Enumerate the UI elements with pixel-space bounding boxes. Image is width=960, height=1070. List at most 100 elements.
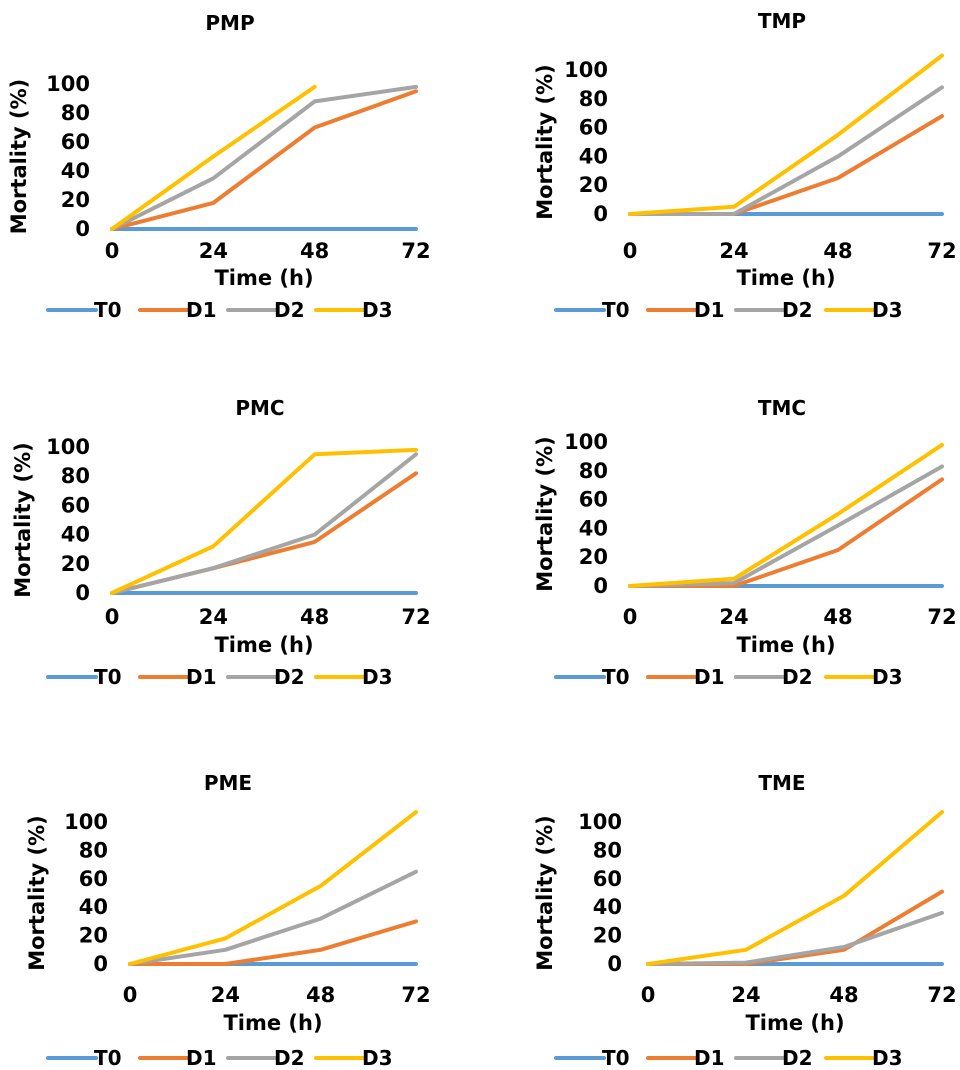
y-tick-label: 100	[564, 58, 608, 82]
y-tick-label: 40	[61, 159, 90, 183]
legend-label-t0: T0	[602, 665, 630, 689]
y-tick-label: 40	[593, 895, 622, 919]
legend-label-d1: D1	[186, 1046, 217, 1070]
y-tick-label: 0	[75, 217, 90, 241]
legend-label-d2: D2	[274, 665, 305, 689]
series-line-d3	[110, 84, 317, 231]
legend-label-d3: D3	[362, 298, 393, 322]
x-axis-label: Time (h)	[223, 1011, 322, 1035]
x-axis-label: Time (h)	[745, 1011, 844, 1035]
y-tick-label: 80	[79, 838, 108, 862]
legend-label-d3: D3	[362, 1046, 393, 1070]
y-tick-label: 40	[579, 144, 608, 168]
series-line-d2	[646, 910, 944, 966]
y-axis-label: Mortality (%)	[533, 436, 557, 592]
y-tick-label: 100	[564, 430, 608, 454]
y-tick-label: 80	[579, 459, 608, 483]
y-tick-label: 40	[79, 895, 108, 919]
y-tick-label: 60	[61, 493, 90, 517]
legend-label-d3: D3	[872, 665, 903, 689]
legend-label-d3: D3	[872, 298, 903, 322]
x-tick-label: 24	[731, 983, 760, 1007]
chart-panel-tmc: TMC 0 20 40 60 80 100 0 24 48 72 Time (h) Mortality …	[533, 396, 957, 689]
series-line-d2	[110, 84, 418, 231]
series-line-d1	[110, 89, 418, 231]
x-axis-label: Time (h)	[736, 266, 835, 290]
series-line-d3	[110, 447, 418, 595]
x-tick-label: 0	[105, 239, 120, 263]
y-tick-label: 60	[61, 130, 90, 154]
x-tick-label: 24	[199, 239, 228, 263]
y-tick-label: 60	[79, 867, 108, 891]
series-line-d3	[128, 810, 418, 966]
x-tick-label: 72	[927, 239, 956, 263]
y-axis-label: Mortality (%)	[25, 815, 49, 971]
legend-label-d3: D3	[872, 1046, 903, 1070]
legend-label-d2: D2	[274, 298, 305, 322]
chart-title: TME	[758, 771, 805, 795]
x-tick-label: 48	[829, 983, 858, 1007]
y-axis-label: Mortality (%)	[7, 79, 31, 235]
x-tick-label: 72	[927, 983, 956, 1007]
series-line-d2	[628, 464, 944, 588]
legend-label-t0: T0	[94, 1046, 122, 1070]
x-tick-label: 0	[623, 605, 638, 629]
y-tick-label: 0	[593, 202, 608, 226]
legend-label-d2: D2	[274, 1046, 305, 1070]
y-tick-label: 40	[61, 523, 90, 547]
legend-label-d1: D1	[694, 665, 725, 689]
y-tick-label: 0	[593, 574, 608, 598]
legend-label-d2: D2	[782, 298, 813, 322]
y-tick-label: 0	[607, 952, 622, 976]
series-line-d3	[628, 53, 944, 216]
y-tick-label: 20	[79, 924, 108, 948]
chart-title: TMP	[758, 9, 806, 33]
y-tick-label: 80	[61, 464, 90, 488]
y-tick-label: 20	[61, 552, 90, 576]
y-tick-label: 20	[61, 188, 90, 212]
x-axis-label: Time (h)	[736, 633, 835, 657]
y-tick-label: 100	[578, 810, 622, 834]
y-axis-label: Mortality (%)	[533, 815, 557, 971]
x-tick-label: 72	[927, 605, 956, 629]
x-axis-label: Time (h)	[214, 633, 313, 657]
chart-title: PME	[204, 771, 252, 795]
y-tick-label: 80	[579, 87, 608, 111]
x-tick-label: 24	[719, 605, 748, 629]
chart-panel-pmc: PMC 0 20 40 60 80 100 0 24 48 72 Time (h) Mortality …	[11, 396, 431, 689]
x-axis-label: Time (h)	[214, 266, 313, 290]
series-line-d1	[628, 114, 944, 216]
series-line-d1	[128, 919, 418, 966]
chart-title: PMC	[235, 396, 284, 420]
y-tick-label: 80	[593, 838, 622, 862]
y-tick-label: 60	[579, 116, 608, 140]
series-line-d2	[110, 452, 418, 595]
legend-label-d1: D1	[694, 1046, 725, 1070]
x-tick-label: 0	[623, 239, 638, 263]
x-tick-label: 72	[401, 605, 430, 629]
y-tick-label: 20	[579, 173, 608, 197]
y-tick-label: 100	[46, 435, 90, 459]
series-line-d2	[628, 85, 944, 216]
x-tick-label: 0	[641, 983, 656, 1007]
x-tick-label: 48	[306, 983, 335, 1007]
x-tick-label: 24	[199, 605, 228, 629]
x-tick-label: 72	[401, 983, 430, 1007]
y-tick-label: 0	[93, 952, 108, 976]
chart-panel-tme: TME 0 20 40 60 80 100 0 24 48 72 Time (h) Mortality …	[533, 771, 957, 1070]
legend-label-d2: D2	[782, 665, 813, 689]
legend-label-d1: D1	[186, 665, 217, 689]
y-axis-label: Mortality (%)	[533, 64, 557, 220]
x-tick-label: 72	[401, 239, 430, 263]
chart-panel-pme: PME 0 20 40 60 80 100 0 24 48 72 Time (h) Mortality …	[25, 771, 431, 1070]
x-tick-label: 48	[823, 239, 852, 263]
chart-panel-pmp: PMP 0 20 40 60 80 100 0 24 48 72 Time (h) Mortality …	[7, 11, 431, 322]
legend-label-t0: T0	[602, 1046, 630, 1070]
x-tick-label: 48	[300, 605, 329, 629]
x-tick-label: 24	[211, 983, 240, 1007]
series-line-d2	[128, 869, 418, 966]
series-line-d1	[628, 477, 944, 588]
x-tick-label: 24	[719, 239, 748, 263]
y-tick-label: 40	[579, 516, 608, 540]
